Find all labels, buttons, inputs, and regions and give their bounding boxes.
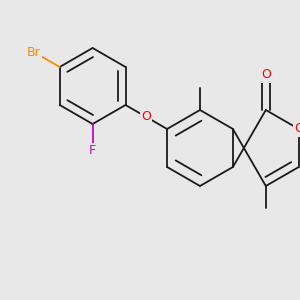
Text: O: O (294, 122, 300, 136)
Text: O: O (141, 110, 151, 124)
Text: Br: Br (27, 46, 40, 59)
Text: O: O (261, 68, 271, 82)
Text: F: F (89, 145, 96, 158)
